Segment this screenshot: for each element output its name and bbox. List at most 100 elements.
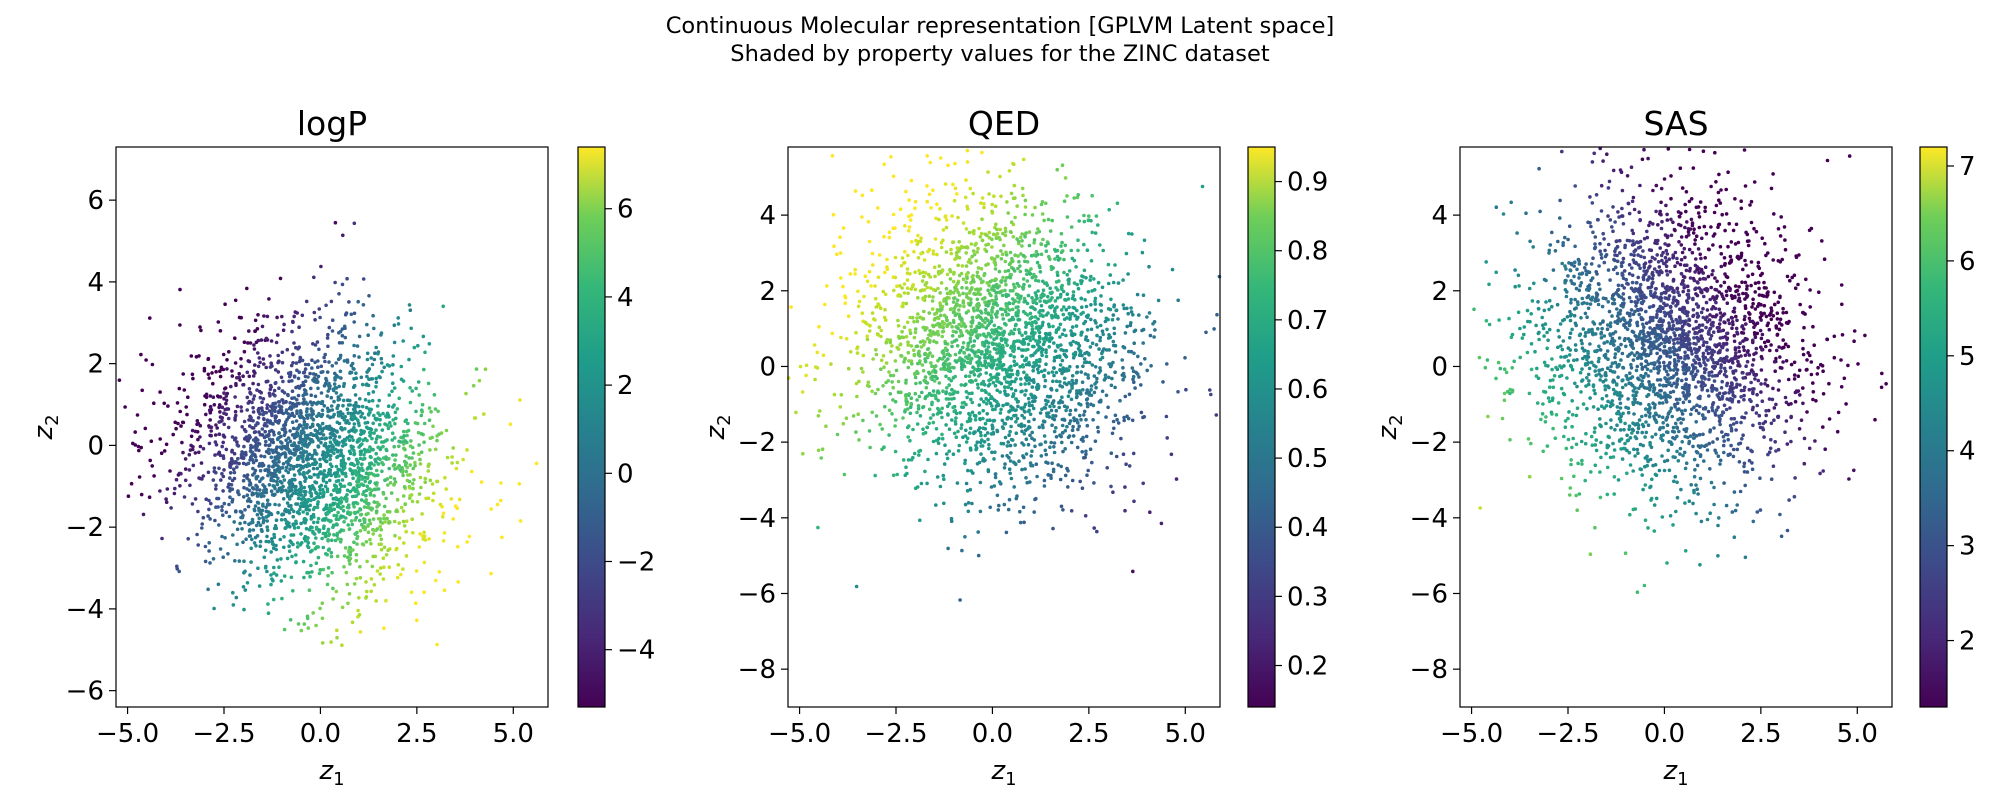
scatter-point	[365, 357, 370, 362]
scatter-point	[1044, 354, 1049, 359]
scatter-point	[379, 333, 383, 337]
scatter-point	[208, 394, 213, 398]
scatter-point	[345, 488, 350, 493]
scatter-point	[302, 575, 306, 580]
scatter-point	[1028, 378, 1032, 382]
scatter-point	[964, 374, 968, 379]
scatter-point	[994, 233, 998, 237]
scatter-point	[989, 319, 994, 324]
scatter-point	[933, 374, 937, 379]
scatter-point	[369, 577, 374, 581]
scatter-point	[260, 324, 265, 329]
scatter-point	[354, 558, 359, 563]
scatter-point	[1059, 434, 1063, 439]
scatter-point	[1049, 473, 1053, 478]
scatter-point	[1003, 233, 1008, 238]
scatter-point	[914, 381, 918, 386]
scatter-point	[290, 389, 295, 394]
scatter-point	[976, 348, 981, 353]
scatter-point	[357, 404, 361, 409]
scatter-point	[262, 417, 266, 421]
scatter-point	[922, 343, 926, 347]
scatter-point	[817, 324, 821, 329]
scatter-point	[921, 431, 926, 436]
scatter-point	[867, 329, 872, 333]
scatter-point	[902, 291, 907, 295]
scatter-point	[227, 482, 231, 487]
scatter-point	[302, 420, 307, 424]
scatter-point	[289, 363, 294, 368]
scatter-point	[323, 444, 328, 448]
scatter-point	[430, 482, 435, 486]
scatter-point	[950, 334, 955, 338]
scatter-point	[961, 341, 966, 345]
scatter-point	[353, 393, 358, 397]
scatter-point	[390, 438, 395, 442]
scatter-point	[319, 391, 324, 395]
scatter-point	[919, 251, 923, 256]
scatter-point	[959, 330, 963, 335]
scatter-point	[310, 439, 315, 444]
scatter-point	[955, 298, 960, 303]
scatter-point	[1000, 252, 1005, 257]
scatter-point	[789, 305, 793, 309]
scatter-point	[966, 509, 971, 514]
scatter-point	[239, 409, 244, 413]
scatter-point	[265, 525, 270, 529]
scatter-point	[900, 256, 905, 260]
scatter-point	[1098, 366, 1102, 370]
scatter-point	[942, 313, 947, 318]
scatter-point	[856, 412, 860, 417]
scatter-point	[1068, 317, 1072, 321]
scatter-point	[986, 170, 990, 174]
scatter-point	[1020, 232, 1024, 236]
scatter-point	[925, 154, 929, 158]
scatter-point	[297, 325, 301, 330]
scatter-point	[371, 313, 375, 318]
scatter-point	[841, 421, 846, 426]
scatter-point	[315, 429, 320, 434]
scatter-point	[291, 589, 295, 593]
scatter-point	[337, 421, 342, 426]
scatter-point	[374, 440, 378, 445]
scatter-point	[185, 412, 189, 417]
scatter-point	[365, 374, 369, 379]
scatter-point	[328, 440, 333, 445]
scatter-point	[887, 433, 891, 437]
scatter-point	[273, 419, 278, 423]
scatter-point	[992, 194, 996, 198]
scatter-point	[1030, 327, 1035, 331]
scatter-point	[296, 492, 301, 497]
scatter-point	[241, 383, 245, 387]
scatter-point	[222, 435, 227, 439]
scatter-point	[965, 207, 970, 211]
scatter-point	[328, 478, 332, 483]
scatter-point	[225, 358, 229, 362]
scatter-point	[282, 478, 287, 482]
scatter-point	[1086, 218, 1091, 223]
scatter-point	[411, 531, 415, 535]
scatter-point	[408, 486, 412, 490]
scatter-point	[359, 512, 364, 517]
scatter-point	[247, 374, 252, 379]
scatter-point	[913, 371, 917, 376]
scatter-point	[191, 463, 196, 468]
scatter-point	[331, 488, 336, 493]
scatter-point	[267, 464, 271, 469]
scatter-point	[1013, 285, 1017, 290]
scatter-point	[906, 365, 911, 370]
scatter-point	[367, 518, 372, 522]
scatter-point	[287, 544, 291, 548]
scatter-point	[237, 559, 242, 563]
scatter-point	[308, 425, 313, 430]
scatter-point	[303, 518, 308, 523]
scatter-point	[287, 458, 291, 463]
scatter-point	[1072, 196, 1076, 200]
scatter-point	[517, 482, 522, 486]
scatter-point	[309, 386, 313, 391]
scatter-point	[239, 364, 243, 369]
scatter-point	[227, 502, 231, 507]
scatter-point	[908, 315, 912, 320]
scatter-point	[384, 447, 389, 452]
scatter-point	[1040, 212, 1045, 216]
